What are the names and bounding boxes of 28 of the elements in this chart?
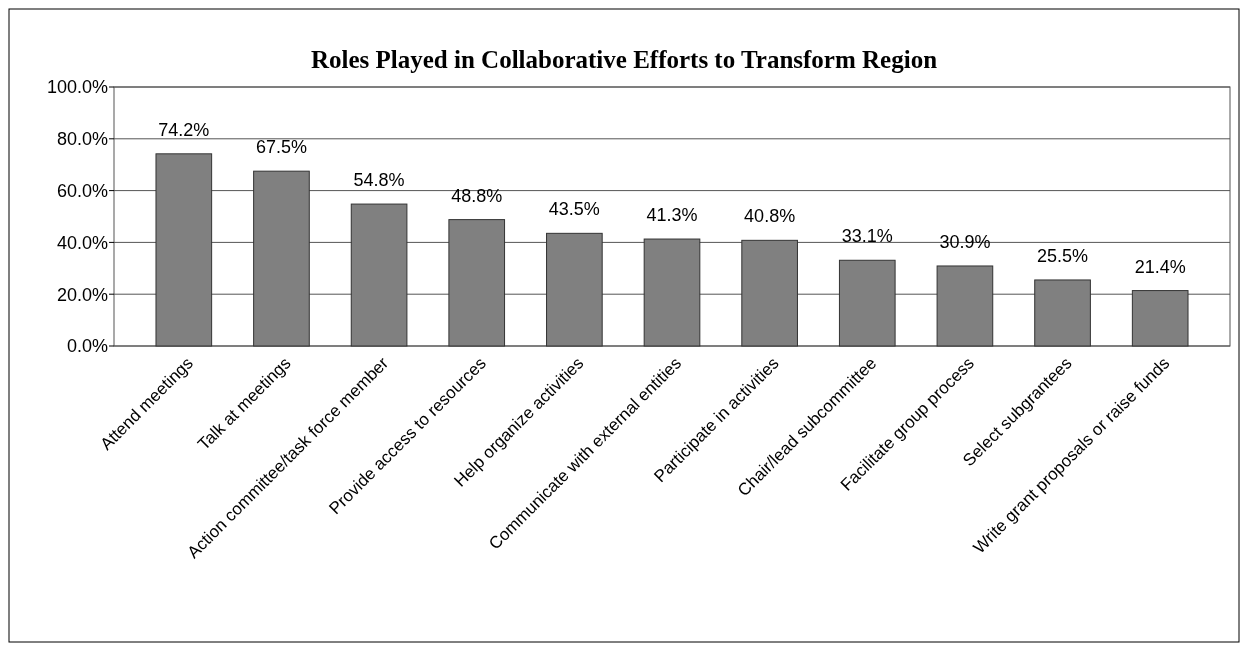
y-tick-label: 60.0%: [56, 180, 108, 201]
y-tick-label: 40.0%: [56, 232, 108, 253]
bar: [546, 232, 603, 347]
chart-title: Roles Played in Collaborative Efforts to Transform Region: [310, 46, 938, 73]
bar: [741, 239, 798, 347]
bar: [253, 170, 310, 347]
data-label: 25.5%: [1037, 245, 1089, 266]
bar: [838, 259, 896, 347]
y-tick-label: 100.0%: [46, 77, 108, 98]
y-tick-label: 0.0%: [66, 336, 108, 357]
bar: [1131, 290, 1189, 347]
y-tick-label: 20.0%: [56, 284, 108, 305]
bar: [448, 219, 506, 347]
data-label: 74.2%: [158, 119, 210, 140]
data-label: 40.8%: [744, 206, 796, 227]
bar: [643, 238, 701, 347]
data-label: 33.1%: [841, 226, 893, 247]
data-label: 67.5%: [255, 137, 307, 158]
data-label: 41.3%: [646, 205, 698, 226]
y-tick-label: 80.0%: [56, 129, 108, 150]
data-label: 21.4%: [1134, 256, 1186, 277]
data-label: 54.8%: [353, 170, 405, 191]
data-label: 48.8%: [451, 185, 503, 206]
bar: [1034, 279, 1091, 347]
data-label: 43.5%: [548, 199, 600, 220]
bar: [350, 203, 408, 347]
bar: [936, 265, 994, 347]
bar: [155, 153, 213, 347]
